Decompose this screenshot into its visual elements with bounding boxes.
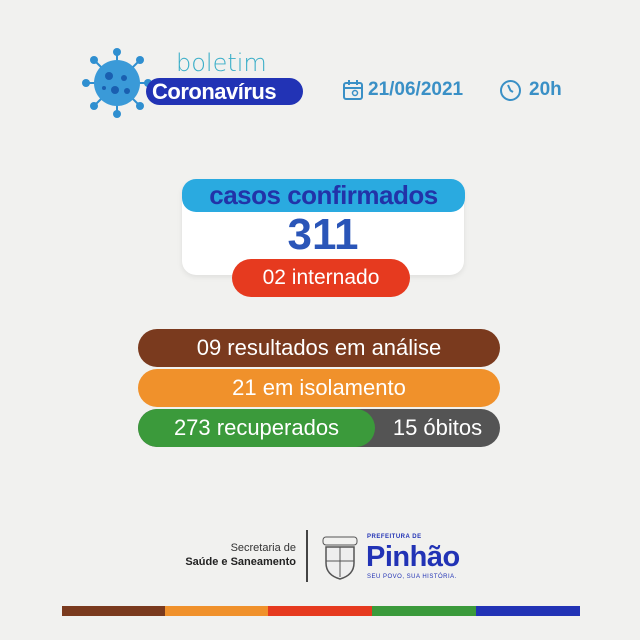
recovered-segment: 273 recuperados [138,409,375,447]
title-pill: Coronavírus [146,78,303,105]
outcome-bar: 273 recuperados 15 óbitos [138,409,500,447]
footer-divider [306,530,308,582]
cases-total: 311 [287,210,359,259]
date: 21/06/2021 [368,79,464,100]
clock-icon [500,80,521,101]
strip-brown [62,606,165,616]
deaths-segment: 15 óbitos [392,415,483,440]
isolation-bar: 21 em isolamento [138,369,500,407]
prefeitura-label: PREFEITURA DE [367,534,422,540]
strip-green [372,606,476,616]
hospitalized-pill: 02 internado [232,259,410,297]
strip-red [268,606,372,616]
time: 20h [529,79,562,100]
strip-blue [476,606,580,616]
boletim-label: boletim [176,49,267,77]
virus-icon [82,48,152,118]
strip-orange [165,606,268,616]
slogan: SEU POVO, SUA HISTÓRIA. [367,574,457,580]
secretaria-line1: Secretaria de [230,542,296,554]
cases-label: casos confirmados [182,179,465,212]
city-logo: Pinhão [366,541,460,573]
crest-icon [322,536,358,580]
secretaria-line2: Saúde e Saneamento [185,556,296,568]
calendar-icon [343,80,363,100]
analysis-bar: 09 resultados em análise [138,329,500,367]
